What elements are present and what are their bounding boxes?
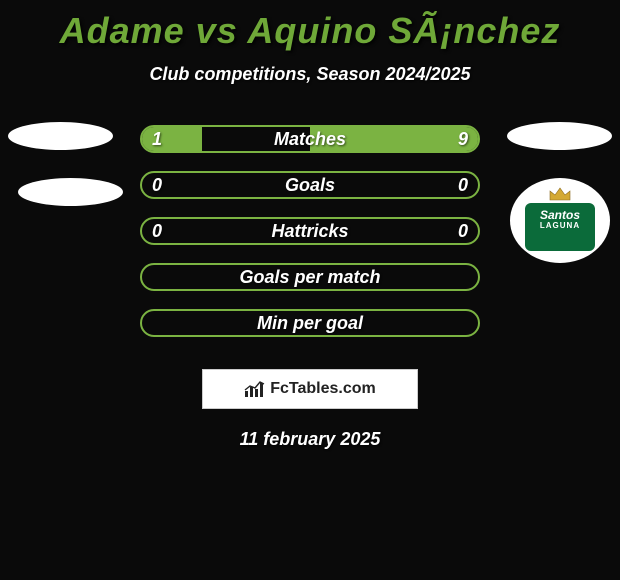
brand-text: FcTables.com bbox=[270, 380, 376, 398]
comparison-bars: 19Matches 00Goals 00Hattricks Goals per mat… bbox=[0, 125, 620, 355]
brand-box: FcTables.com bbox=[202, 369, 418, 409]
stat-label: Goals bbox=[142, 173, 478, 197]
brand-logo: FcTables.com bbox=[244, 380, 376, 398]
stat-label: Hattricks bbox=[142, 219, 478, 243]
page-title: Adame vs Aquino SÃ¡nchez bbox=[0, 0, 620, 52]
stat-bar: Min per goal bbox=[140, 309, 480, 337]
date-text: 11 february 2025 bbox=[0, 429, 620, 450]
stat-row: Min per goal bbox=[0, 309, 620, 355]
bars-icon bbox=[244, 380, 266, 398]
stat-bar: 19Matches bbox=[140, 125, 480, 153]
stat-bar: 00Hattricks bbox=[140, 217, 480, 245]
subtitle: Club competitions, Season 2024/2025 bbox=[0, 64, 620, 85]
stat-row: 00Hattricks bbox=[0, 217, 620, 263]
stat-row: Goals per match bbox=[0, 263, 620, 309]
stat-row: 00Goals bbox=[0, 171, 620, 217]
stat-bar: 00Goals bbox=[140, 171, 480, 199]
stat-label: Min per goal bbox=[142, 311, 478, 335]
stat-row: 19Matches bbox=[0, 125, 620, 171]
stat-label: Matches bbox=[142, 127, 478, 151]
stat-label: Goals per match bbox=[142, 265, 478, 289]
stat-bar: Goals per match bbox=[140, 263, 480, 291]
